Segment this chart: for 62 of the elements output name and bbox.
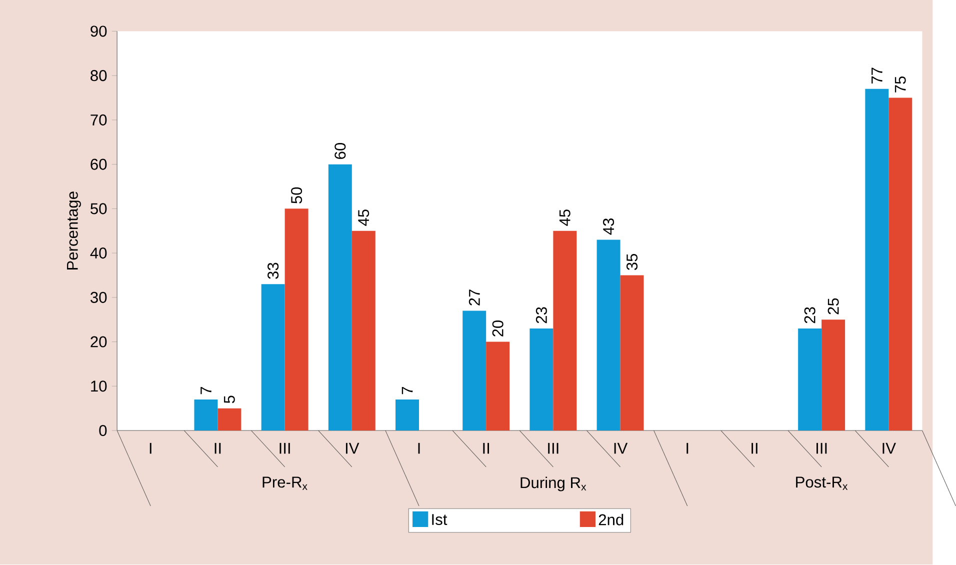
y-tick-label: 10 [91, 380, 107, 392]
bar [620, 275, 644, 431]
data-label: 20 [492, 320, 504, 337]
bar [865, 89, 889, 431]
x-tick-label: II [752, 443, 758, 454]
x-tick-label: II [483, 443, 489, 454]
y-tick-label: 70 [90, 114, 107, 126]
text: Post-R$_{x}$ [796, 477, 848, 490]
bar [284, 208, 308, 431]
bar [462, 310, 486, 431]
y-tick-label: 40 [90, 248, 107, 259]
data-label: 45 [358, 210, 370, 226]
x-tick-label: I [150, 443, 152, 454]
y-tick-label: 20 [90, 336, 107, 348]
bar [822, 320, 846, 431]
bar [352, 231, 376, 431]
data-label: 7 [402, 387, 413, 394]
data-label: 60 [334, 143, 346, 160]
data-label: 33 [268, 263, 279, 280]
data-label: 43 [603, 218, 614, 236]
x-tick-label: IV [614, 443, 628, 454]
y-tick-label: 0 [99, 425, 107, 436]
bar [596, 240, 620, 431]
data-label: 77 [872, 68, 882, 84]
y-tick-label: 30 [90, 292, 107, 304]
bar [396, 400, 419, 431]
y-tick-label: 50 [90, 203, 107, 214]
x-tick-label: I [418, 443, 420, 454]
x-tick-label: III [280, 443, 290, 454]
x-tick-label: III [548, 443, 558, 454]
y-tick-label: 90 [90, 26, 107, 37]
data-label: 45 [559, 210, 570, 226]
bar [486, 342, 510, 431]
bar [553, 231, 577, 431]
text: Pre-R$_{x}$ [262, 477, 308, 490]
bar [530, 328, 554, 431]
bar [261, 284, 285, 431]
bar [218, 408, 242, 431]
x-tick-label: III [816, 443, 827, 454]
bar [194, 400, 218, 431]
data-label: 25 [828, 298, 839, 314]
text: During R$_{x}$ [520, 477, 586, 492]
bar [798, 328, 822, 431]
data-label: 23 [536, 307, 547, 324]
y-tick-label: 80 [90, 70, 107, 82]
y-axis-title: Percentage [67, 192, 81, 270]
x-tick-label: IV [346, 443, 360, 454]
bar [328, 164, 352, 431]
data-label: 35 [626, 254, 638, 270]
data-label: 75 [894, 76, 906, 93]
data-label: 7 [200, 387, 212, 394]
x-tick-label: I [686, 443, 688, 454]
data-label: 5 [224, 396, 235, 404]
bar [888, 98, 912, 431]
legend-label: Ist [432, 514, 448, 526]
x-tick-label: IV [882, 443, 896, 454]
data-label: 27 [468, 290, 480, 306]
data-label: 23 [804, 307, 816, 324]
y-tick-label: 60 [90, 159, 107, 170]
data-label: 50 [291, 188, 302, 204]
legend-label: 2nd [598, 514, 624, 526]
x-tick-label: II [214, 443, 221, 454]
